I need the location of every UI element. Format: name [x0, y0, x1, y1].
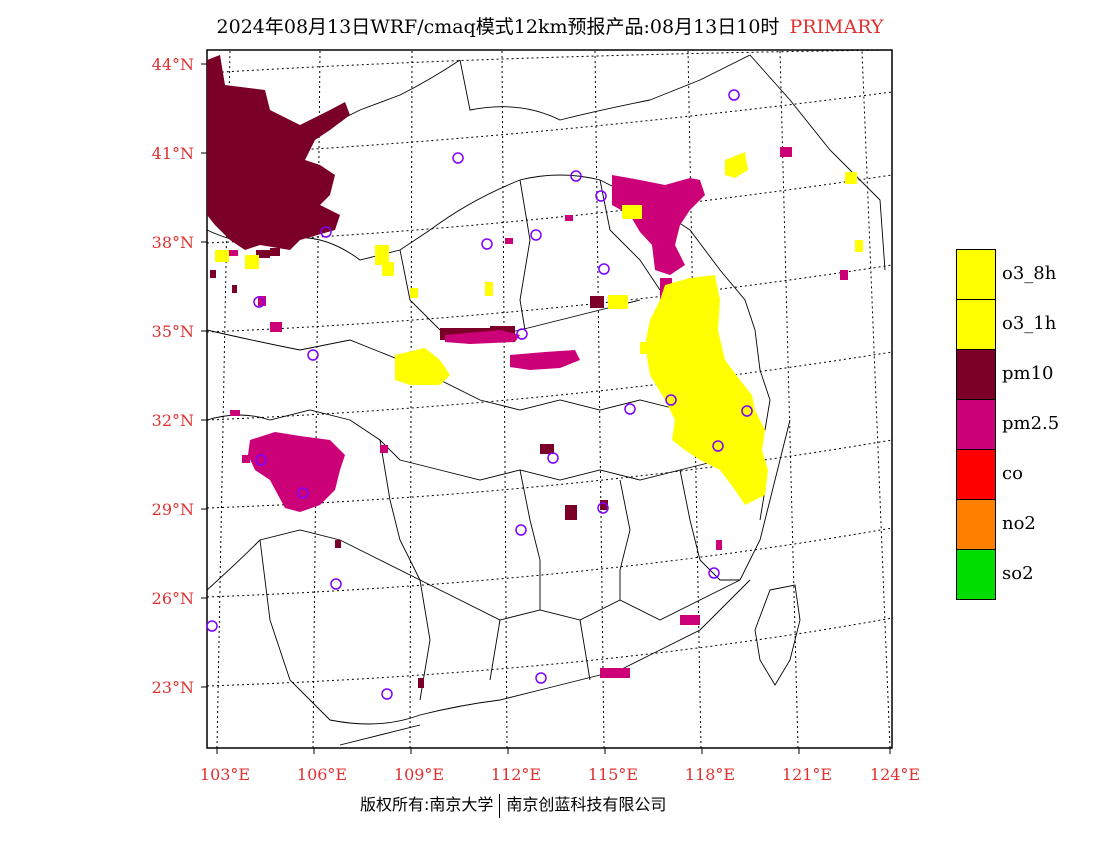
- copyright: 版权所有:南京大学 南京创蓝科技有限公司: [360, 791, 666, 818]
- legend-item-pm10: pm10: [956, 349, 1096, 400]
- legend-label-pm10: pm10: [1002, 363, 1054, 384]
- monitoring-stations: [206, 89, 753, 700]
- legend-item-o3-1h: o3_1h: [956, 299, 1096, 350]
- legend-swatch-co: [956, 449, 996, 500]
- legend-label-pm25: pm2.5: [1002, 413, 1060, 434]
- lat-label-41: 41°N: [151, 144, 194, 163]
- legend-item-co: co: [956, 449, 1096, 500]
- legend-swatch-no2: [956, 499, 996, 550]
- lon-label-109: 109°E: [393, 765, 445, 784]
- legend-item-no2: no2: [956, 499, 1096, 550]
- lat-label-26: 26°N: [151, 589, 194, 608]
- axis-ticks: [201, 63, 891, 754]
- legend-item-so2: so2: [956, 549, 1096, 600]
- lat-label-23: 23°N: [151, 678, 194, 697]
- lat-label-35: 35°N: [151, 322, 194, 341]
- legend-swatch-pm25: [956, 399, 996, 450]
- map-title: 2024年08月13日WRF/cmaq模式12km预报产品:08月13日10时 P…: [0, 12, 1100, 39]
- map-title-main: 2024年08月13日WRF/cmaq模式12km预报产品:08月13日10时: [216, 16, 780, 38]
- lon-label-103: 103°E: [199, 765, 251, 784]
- copyright-left: 版权所有:南京大学: [360, 795, 494, 814]
- legend-label-o3-1h: o3_1h: [1002, 313, 1057, 334]
- copyright-separator: [499, 793, 501, 818]
- lon-label-118: 118°E: [684, 765, 736, 784]
- lat-label-29: 29°N: [151, 500, 194, 519]
- lon-label-112: 112°E: [490, 765, 542, 784]
- legend-item-o3-8h: o3_8h: [956, 249, 1096, 300]
- legend-label-no2: no2: [1002, 513, 1036, 534]
- copyright-right: 南京创蓝科技有限公司: [506, 795, 667, 814]
- lat-label-44: 44°N: [151, 55, 194, 74]
- o3-regions: [215, 152, 863, 505]
- legend-label-o3-8h: o3_8h: [1002, 263, 1057, 284]
- map-title-tag: PRIMARY: [789, 16, 884, 38]
- legend-swatch-o3-8h: [956, 249, 996, 300]
- lon-label-121: 121°E: [781, 765, 833, 784]
- lon-label-124: 124°E: [869, 765, 921, 784]
- legend-label-so2: so2: [1002, 563, 1034, 584]
- legend-label-co: co: [1002, 463, 1023, 484]
- lon-label-106: 106°E: [296, 765, 348, 784]
- legend-swatch-so2: [956, 549, 996, 600]
- lat-label-38: 38°N: [151, 233, 194, 252]
- lon-label-115: 115°E: [587, 765, 639, 784]
- legend-swatch-pm10: [956, 349, 996, 400]
- lat-label-32: 32°N: [151, 411, 194, 430]
- pm25-regions: [228, 147, 848, 678]
- legend-swatch-o3-1h: [956, 299, 996, 350]
- legend-item-pm25: pm2.5: [956, 399, 1096, 450]
